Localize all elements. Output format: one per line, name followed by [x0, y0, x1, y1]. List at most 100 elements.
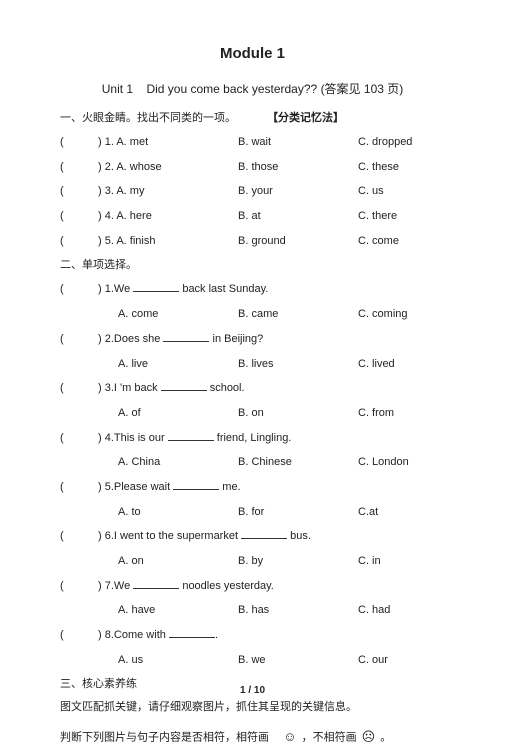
blank	[169, 628, 215, 638]
option-c: C. dropped	[358, 133, 412, 152]
desc2-end: 。	[380, 731, 391, 743]
question-row: () 5. Please wait me.	[60, 478, 445, 497]
table-row: () 2. A. whoseB. thoseC. these	[60, 158, 445, 177]
option-c: C. London	[358, 453, 409, 472]
paren: (	[60, 429, 98, 448]
question-num: ) 7.	[98, 577, 114, 596]
question-row: () 4. This is our friend, Lingling.	[60, 429, 445, 448]
blank	[168, 431, 214, 441]
question-num: ) 2.	[98, 330, 114, 349]
question-stem: We noodles yesterday.	[114, 577, 274, 596]
question-row: () 3. I 'm back school.	[60, 379, 445, 398]
question-stem: I went to the supermarket bus.	[114, 527, 311, 546]
desc2-pre: 判断下列图片与句子内容是否相符，相符画	[60, 731, 269, 743]
happy-face-icon: ☺	[283, 727, 296, 748]
table-row: () 5. A. finishB. groundC. come	[60, 232, 445, 251]
page-footer: 1 / 10	[0, 685, 505, 696]
question-num: ) 3.	[98, 379, 114, 398]
option-c: C. coming	[358, 305, 408, 324]
option-c: C.at	[358, 503, 378, 522]
question-num: ) 1.	[98, 280, 114, 299]
question-num: ) 6.	[98, 527, 114, 546]
option-b: B. we	[238, 651, 358, 670]
options-row: A. comeB. cameC. coming	[60, 305, 445, 324]
question-row: () 8. Come with .	[60, 626, 445, 645]
options-row: A. usB. weC. our	[60, 651, 445, 670]
module-title: Module 1	[60, 45, 445, 62]
question-stem: Please wait me.	[114, 478, 241, 497]
table-row: () 1. A. metB. waitC. dropped	[60, 133, 445, 152]
option-a: ) 4. A. here	[98, 207, 238, 226]
paren: (	[60, 330, 98, 349]
question-num: ) 8.	[98, 626, 114, 645]
question-stem: Come with .	[114, 626, 218, 645]
question-row: () 2. Does she in Beijing?	[60, 330, 445, 349]
table-row: () 3. A. myB. yourC. us	[60, 182, 445, 201]
unit-suffix: (答案见 103 页)	[321, 82, 404, 96]
paren: (	[60, 133, 98, 152]
option-a: A. us	[118, 651, 238, 670]
options-row: A. ofB. onC. from	[60, 404, 445, 423]
blank	[133, 579, 179, 589]
option-b: B. came	[238, 305, 358, 324]
blank	[173, 480, 219, 490]
option-a: ) 3. A. my	[98, 182, 238, 201]
question-stem: We back last Sunday.	[114, 280, 268, 299]
paren: (	[60, 207, 98, 226]
blank	[133, 282, 179, 292]
section-1-header: 一、火眼金睛。找出不同类的一项。 【分类记忆法】	[60, 109, 445, 125]
option-b: B. at	[238, 207, 358, 226]
question-stem: I 'm back school.	[114, 379, 245, 398]
options-row: A. ChinaB. ChineseC. London	[60, 453, 445, 472]
section-1-note: 【分类记忆法】	[267, 112, 344, 124]
option-c: C. from	[358, 404, 394, 423]
option-a: ) 5. A. finish	[98, 232, 238, 251]
option-a: A. come	[118, 305, 238, 324]
description-1: 图文匹配抓关键，请仔细观察图片，抓住其呈现的关键信息。	[60, 699, 445, 717]
unit-prefix: Unit 1	[102, 82, 133, 96]
option-c: C. in	[358, 552, 381, 571]
options-row: A. toB. forC.at	[60, 503, 445, 522]
paren: (	[60, 527, 98, 546]
options-row: A. haveB. hasC. had	[60, 601, 445, 620]
option-c: C. lived	[358, 355, 395, 374]
option-a: A. to	[118, 503, 238, 522]
desc2-mid: ，不相符画	[302, 731, 357, 743]
question-stem: This is our friend, Lingling.	[114, 429, 291, 448]
option-a: A. have	[118, 601, 238, 620]
option-a: A. of	[118, 404, 238, 423]
blank	[163, 332, 209, 342]
paren: (	[60, 379, 98, 398]
option-b: B. those	[238, 158, 358, 177]
option-b: B. wait	[238, 133, 358, 152]
table-row: () 4. A. hereB. atC. there	[60, 207, 445, 226]
paren: (	[60, 158, 98, 177]
question-stem: Does she in Beijing?	[114, 330, 263, 349]
option-b: B. your	[238, 182, 358, 201]
options-row: A. liveB. livesC. lived	[60, 355, 445, 374]
sad-face-icon: ☹	[362, 727, 376, 748]
section-1-label: 一、火眼金睛。找出不同类的一项。	[60, 112, 236, 124]
option-b: B. by	[238, 552, 358, 571]
question-row: () 6. I went to the supermarket bus.	[60, 527, 445, 546]
option-c: C. our	[358, 651, 388, 670]
unit-english: Did you come back yesterday??	[146, 82, 317, 96]
option-b: B. on	[238, 404, 358, 423]
option-c: C. there	[358, 207, 397, 226]
option-b: B. ground	[238, 232, 358, 251]
blank	[161, 381, 207, 391]
section-2-rows: () 1. We back last Sunday.A. comeB. came…	[60, 280, 445, 669]
option-c: C. these	[358, 158, 399, 177]
option-c: C. had	[358, 601, 390, 620]
option-b: B. for	[238, 503, 358, 522]
section-2-label: 二、单项选择。	[60, 256, 445, 272]
description-2: 判断下列图片与句子内容是否相符，相符画 ☺ ，不相符画 ☹ 。	[60, 727, 445, 748]
options-row: A. onB. byC. in	[60, 552, 445, 571]
question-num: ) 4.	[98, 429, 114, 448]
option-c: C. come	[358, 232, 399, 251]
option-c: C. us	[358, 182, 384, 201]
paren: (	[60, 478, 98, 497]
question-row: () 7. We noodles yesterday.	[60, 577, 445, 596]
question-row: () 1. We back last Sunday.	[60, 280, 445, 299]
option-b: B. Chinese	[238, 453, 358, 472]
